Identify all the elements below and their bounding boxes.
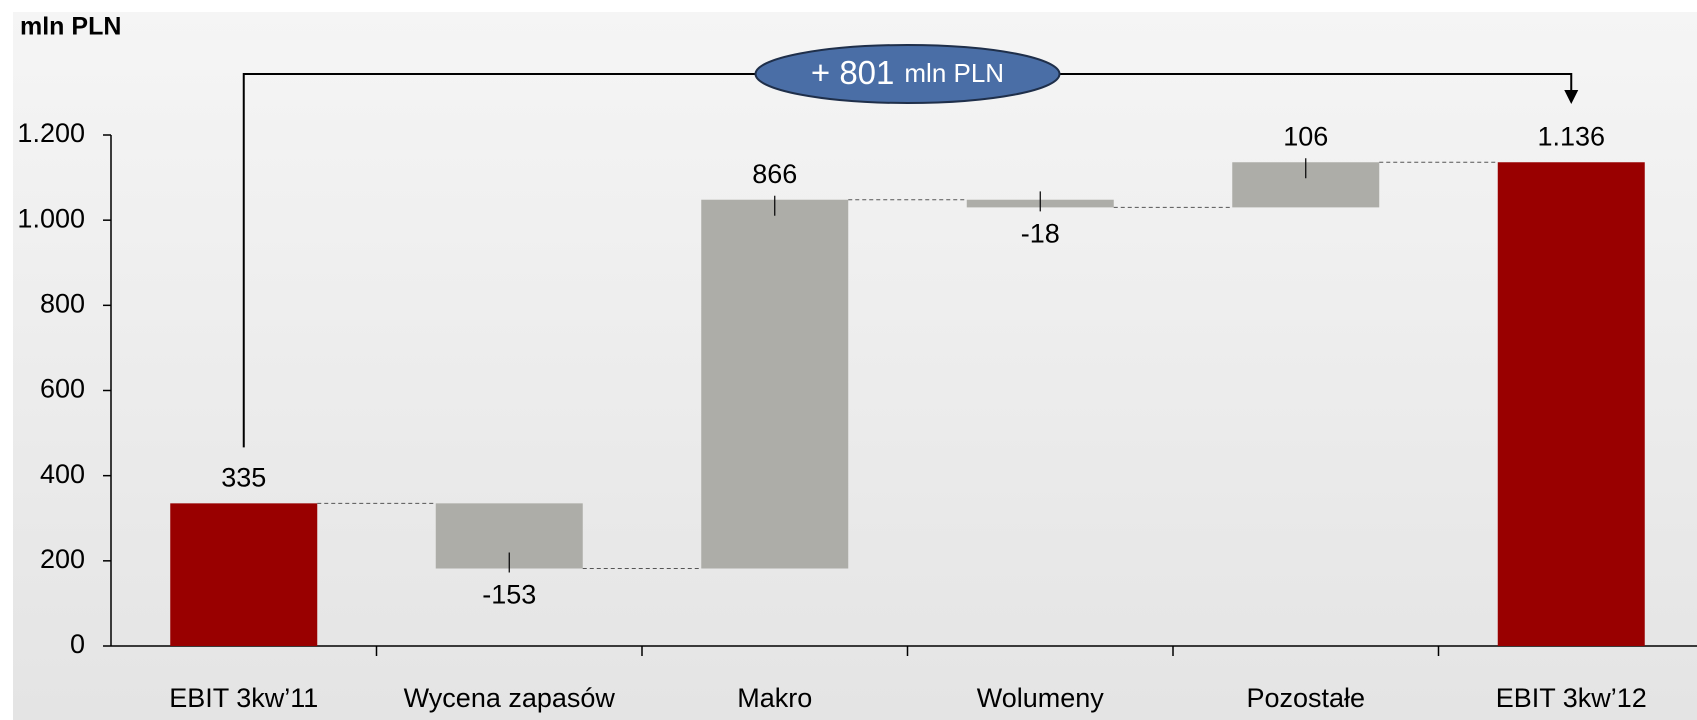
value-label: 335 xyxy=(221,462,266,492)
y-tick-label: 200 xyxy=(40,544,85,574)
y-tick-label: 1.000 xyxy=(17,203,85,233)
bar xyxy=(170,503,318,646)
annotation-text: + 801 mln PLN xyxy=(811,54,1004,91)
x-tick-label: EBIT 3kw’12 xyxy=(1496,683,1647,713)
value-label: -18 xyxy=(1021,219,1060,249)
y-tick-label: 1.200 xyxy=(17,118,85,148)
value-label: -153 xyxy=(482,580,536,610)
annotation-ellipse xyxy=(754,44,1061,104)
y-tick-label: 600 xyxy=(40,374,85,404)
x-tick-label: Wolumeny xyxy=(977,683,1105,713)
annotation-arrow xyxy=(1564,90,1579,104)
y-axis-label: mln PLN xyxy=(20,13,121,41)
bar xyxy=(1497,162,1645,646)
x-tick-label: Wycena zapasów xyxy=(404,683,616,713)
annotation-unit: mln PLN xyxy=(904,58,1004,88)
value-label: 866 xyxy=(752,159,797,189)
annotation-value: + 801 xyxy=(811,54,895,91)
value-label: 106 xyxy=(1283,121,1328,151)
y-tick-label: 400 xyxy=(40,459,85,489)
y-tick-label: 0 xyxy=(70,629,85,659)
x-tick-label: EBIT 3kw’11 xyxy=(169,683,318,713)
y-tick-label: 800 xyxy=(40,288,85,318)
x-tick-label: Makro xyxy=(737,683,812,713)
bar xyxy=(701,199,849,569)
value-label: 1.136 xyxy=(1537,121,1605,151)
x-tick-label: Pozostałe xyxy=(1246,683,1365,713)
